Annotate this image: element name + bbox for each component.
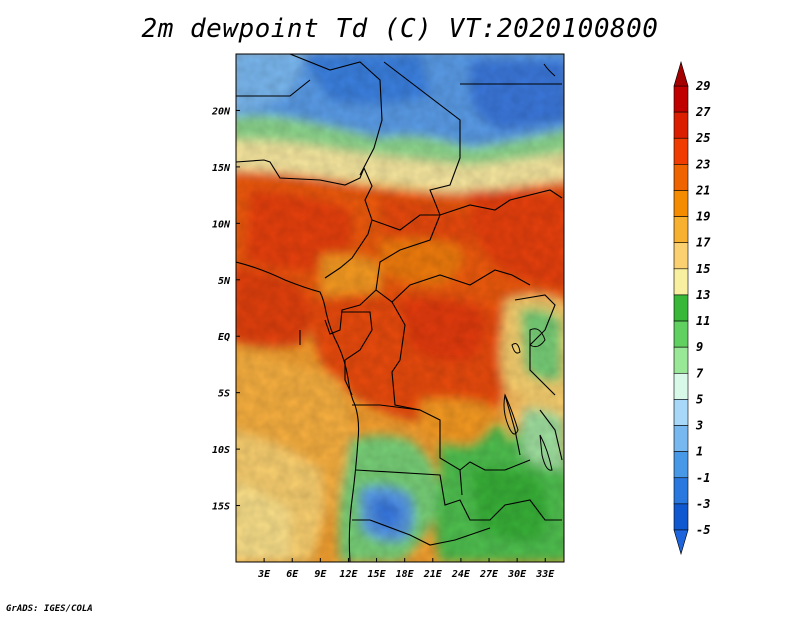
colorbar-label: -3 — [696, 497, 710, 511]
lon-tick-label: 6E — [286, 569, 299, 580]
colorbar-bin — [673, 346, 689, 374]
colorbar-bin — [673, 190, 689, 217]
colorbar-label: 19 — [696, 210, 710, 224]
map-frame — [235, 53, 565, 563]
colorbar-bin — [673, 451, 689, 479]
colorbar-min-triangle — [673, 529, 689, 556]
lon-tick-label: 15E — [368, 569, 387, 580]
lon-tick-label: 33E — [535, 569, 555, 580]
lat-tick-label: 10S — [212, 445, 230, 456]
lat-tick-label: 15S — [212, 502, 230, 513]
lat-tick-label: 10N — [212, 219, 231, 230]
colorbar-bin — [673, 425, 689, 452]
colorbar-label: 1 — [696, 445, 703, 459]
colorbar-bin — [673, 216, 689, 244]
colorbar-label: 11 — [696, 314, 710, 328]
colorbar-label: 7 — [696, 366, 704, 380]
lon-tick-label: 3E — [257, 569, 271, 580]
lon-tick-label: 30E — [507, 569, 527, 580]
colorbar-label: 13 — [696, 288, 710, 302]
colorbar-bin — [673, 399, 689, 426]
colorbar-label: -1 — [696, 471, 710, 485]
colorbar-bin — [673, 111, 689, 139]
lat-tick-label: 5S — [218, 389, 230, 400]
colorbar-bin — [673, 503, 689, 531]
colorbar-label: 27 — [695, 105, 711, 119]
lat-tick-label: 15N — [212, 163, 231, 174]
colorbar: 29 27 25 23 21 19 17 15 13 11 9 7 5 3 1 -1 -3 -5 — [673, 60, 711, 556]
country-borders — [236, 54, 563, 562]
map-title: 2m dewpoint Td (C) VT:2020100800 — [141, 14, 659, 44]
software-credit: GrADS: IGES/COLA — [6, 604, 93, 614]
longitude-tick-labels: 3E 6E 9E 12E 15E 18E 21E 24E 27E 30E 33E — [257, 558, 555, 580]
colorbar-label: 3 — [695, 419, 703, 433]
colorbar-bin — [673, 294, 689, 322]
colorbar-label: 5 — [696, 392, 703, 406]
lon-tick-label: 21E — [423, 569, 443, 580]
lon-tick-label: 12E — [339, 569, 358, 580]
colorbar-bin — [673, 164, 689, 191]
lat-tick-label: EQ — [218, 332, 230, 343]
colorbar-label: 23 — [695, 157, 710, 171]
colorbar-label: -5 — [696, 523, 710, 537]
lon-tick-label: 27E — [479, 569, 499, 580]
colorbar-bin — [673, 372, 689, 400]
colorbar-label: 25 — [695, 131, 710, 145]
colorbar-bin — [673, 320, 689, 348]
colorbar-bin — [673, 137, 689, 165]
colorbar-label: 9 — [696, 340, 703, 354]
lon-tick-label: 9E — [314, 569, 327, 580]
lon-tick-label: 24E — [451, 569, 471, 580]
colorbar-max-triangle — [673, 60, 689, 87]
colorbar-bin — [673, 242, 689, 270]
lat-tick-label: 20N — [211, 106, 231, 117]
colorbar-label: 21 — [695, 183, 710, 197]
latitude-tick-labels: 20N 15N 10N 5N EQ 5S 10S 15S — [211, 106, 240, 513]
colorbar-label: 17 — [696, 236, 711, 250]
colorbar-label: 29 — [695, 79, 710, 93]
lakes — [503, 63, 556, 471]
lat-tick-label: 5N — [218, 276, 231, 287]
dewpoint-field — [236, 54, 564, 562]
lon-tick-label: 18E — [396, 569, 415, 580]
colorbar-label: 15 — [696, 262, 710, 276]
colorbar-bin — [673, 268, 689, 296]
colorbar-bin — [673, 477, 689, 505]
colorbar-bin — [673, 85, 689, 113]
